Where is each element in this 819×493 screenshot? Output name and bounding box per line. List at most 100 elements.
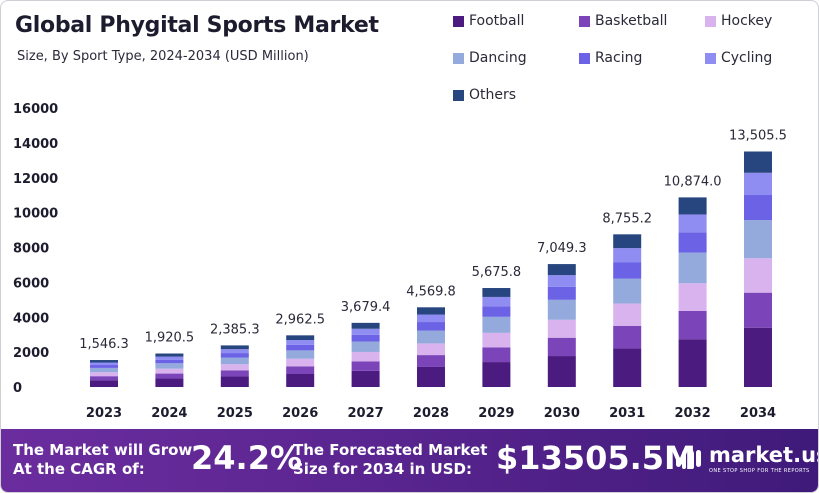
logo-name: market.us xyxy=(709,443,819,467)
legend-label: Racing xyxy=(595,50,643,66)
bar-segment-basketball xyxy=(286,366,315,375)
legend-item-hockey: Hockey xyxy=(705,13,772,29)
bar-segment-cycling xyxy=(417,314,445,323)
bar-segment-racing xyxy=(482,306,511,317)
bar-segment-racing xyxy=(286,344,315,351)
legend-item-others: Others xyxy=(453,87,516,103)
bar-segment-dancing xyxy=(482,316,511,333)
bar-segment-basketball xyxy=(678,310,707,340)
y-tick-label: 8000 xyxy=(13,242,49,257)
bar-segment-others xyxy=(482,288,511,297)
bar-segment-basketball xyxy=(547,337,576,357)
y-tick-label: 14000 xyxy=(13,137,58,152)
bar-segment-football xyxy=(547,356,576,387)
bar-segment-hockey xyxy=(678,283,707,311)
x-tick-label: 2026 xyxy=(282,406,318,421)
bar-segment-basketball xyxy=(351,361,380,371)
bar-segment-others xyxy=(286,335,315,341)
legend-swatch xyxy=(705,52,716,64)
bar-segment-basketball xyxy=(482,347,511,363)
summary-banner: The Market will Grow At the CAGR of: 24.… xyxy=(1,429,818,492)
x-tick-label: 2024 xyxy=(151,406,187,421)
chart-title: Global Phygital Sports Market xyxy=(15,13,379,38)
bar-segment-hockey xyxy=(613,303,642,326)
bar-total-label: 13,505.5 xyxy=(729,128,787,143)
bar-total-label: 4,569.8 xyxy=(406,284,456,299)
bar-segment-cycling xyxy=(90,362,118,366)
y-tick-label: 6000 xyxy=(13,276,49,291)
bar-total-label: 5,675.8 xyxy=(472,265,522,280)
legend-swatch xyxy=(579,15,590,27)
bar-segment-dancing xyxy=(744,220,772,259)
legend-item-cycling: Cycling xyxy=(705,50,772,66)
bar-segment-racing xyxy=(417,322,445,331)
bar-total-label: 2,962.5 xyxy=(275,312,325,327)
legend-label: Hockey xyxy=(721,13,773,29)
cagr-value: 24.2% xyxy=(191,439,303,477)
bar-segment-football xyxy=(482,362,511,387)
bar-segment-cycling xyxy=(744,172,772,196)
bar-segment-others xyxy=(417,307,445,315)
x-tick-label: 2032 xyxy=(675,406,711,421)
legend-label: Dancing xyxy=(469,50,527,66)
x-tick-label: 2025 xyxy=(217,406,253,421)
bar-segment-cycling xyxy=(351,328,380,335)
bar-segment-dancing xyxy=(351,341,380,352)
market-us-logo: market.us ONE STOP SHOP FOR THE REPORTS xyxy=(675,443,818,483)
bar-segment-dancing xyxy=(155,363,184,369)
bar-segment-others xyxy=(90,360,118,363)
x-tick-label: 2034 xyxy=(740,406,776,421)
bar-segment-cycling xyxy=(613,248,642,263)
bar-segment-cycling xyxy=(220,349,249,354)
chart-subtitle: Size, By Sport Type, 2024-2034 (USD Mill… xyxy=(17,49,309,64)
bar-segment-hockey xyxy=(351,351,380,362)
bar-segment-football xyxy=(613,348,642,387)
x-tick-label: 2027 xyxy=(348,406,384,421)
logo-tagline: ONE STOP SHOP FOR THE REPORTS xyxy=(709,468,810,474)
bar-segment-hockey xyxy=(220,364,249,371)
bar-segment-racing xyxy=(220,353,249,358)
bar-segment-others xyxy=(744,151,772,173)
legend-label: Football xyxy=(469,13,525,29)
bar-segment-football xyxy=(417,366,445,387)
bar-segment-basketball xyxy=(417,355,445,367)
bar-segment-others xyxy=(220,345,249,350)
x-tick-label: 2023 xyxy=(86,406,122,421)
bar-segment-others xyxy=(547,264,576,276)
bar-total-label: 7,049.3 xyxy=(537,241,587,256)
bar-segment-football xyxy=(286,374,315,387)
bar-segment-basketball xyxy=(613,325,642,349)
x-tick-label: 2028 xyxy=(413,406,449,421)
legend-item-basketball: Basketball xyxy=(579,13,667,29)
bar-segment-dancing xyxy=(286,350,315,359)
y-tick-label: 4000 xyxy=(13,311,49,326)
bar-segment-hockey xyxy=(744,258,772,293)
forecast-value: $13505.5M xyxy=(496,439,696,477)
cagr-label: The Market will Grow At the CAGR of: xyxy=(13,441,193,478)
chart-legend: Football Basketball Hockey Dancing Racing Cyc… xyxy=(453,13,815,113)
x-tick-label: 2030 xyxy=(544,406,580,421)
y-tick-label: 2000 xyxy=(13,346,49,361)
bar-segment-others xyxy=(351,322,380,329)
bar-total-label: 1,920.5 xyxy=(145,331,195,346)
bar-total-label: 2,385.3 xyxy=(210,322,260,337)
legend-label: Basketball xyxy=(595,13,668,29)
bar-segment-dancing xyxy=(417,330,445,344)
legend-swatch xyxy=(705,15,716,27)
bar-segment-others xyxy=(613,234,642,249)
y-tick-label: 0 xyxy=(13,381,22,396)
legend-swatch xyxy=(453,15,464,27)
bar-segment-hockey xyxy=(286,358,315,367)
bar-segment-hockey xyxy=(155,368,184,374)
bar-segment-dancing xyxy=(220,357,249,365)
bar-segment-racing xyxy=(90,365,118,368)
legend-label: Others xyxy=(469,87,517,103)
x-tick-label: 2031 xyxy=(609,406,645,421)
bar-segment-racing xyxy=(678,232,707,253)
bar-segment-others xyxy=(155,353,184,357)
bar-segment-cycling xyxy=(678,214,707,233)
stacked-bar-chart: 0 2000 4000 6000 8000 10000 12000 14000 16000 1,5… xyxy=(13,102,787,421)
bar-segment-dancing xyxy=(90,367,118,373)
bar-total-label: 3,679.4 xyxy=(341,300,391,315)
